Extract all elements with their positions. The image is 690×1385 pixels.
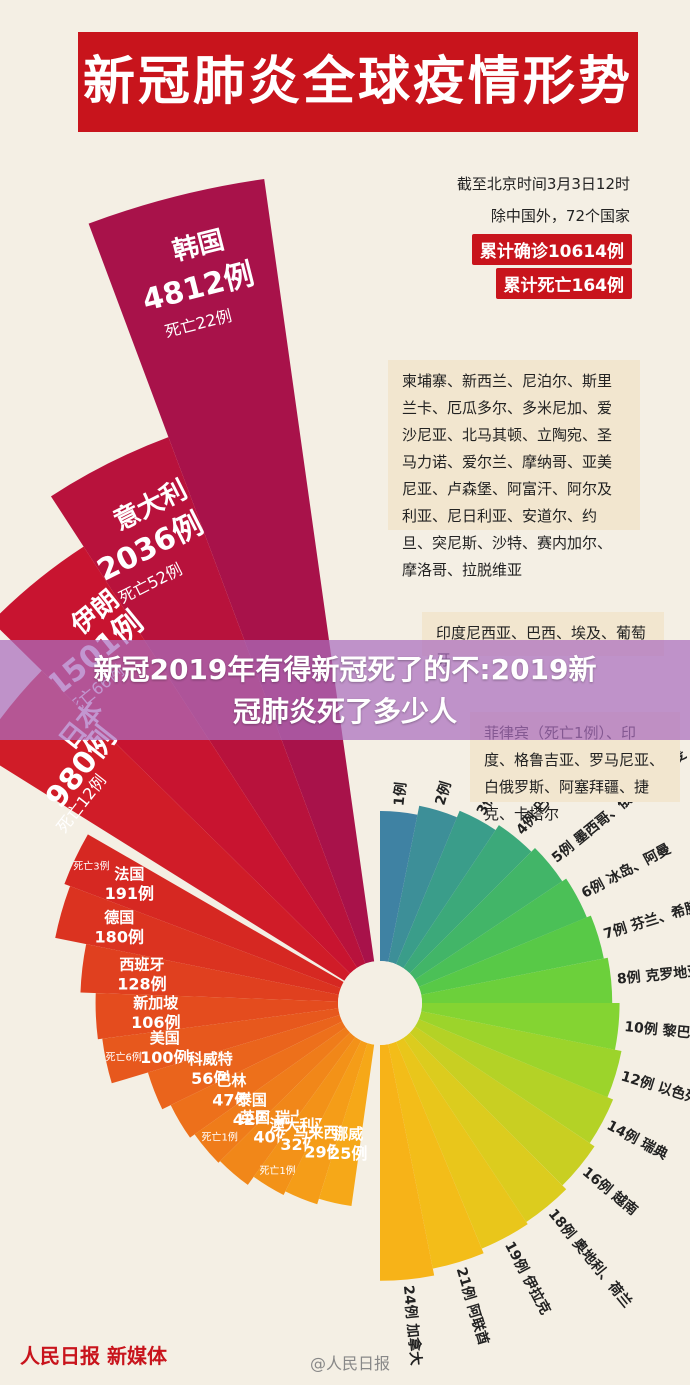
- right-bar-label-0: 24例 加拿大: [400, 1285, 425, 1367]
- left-bar-country-1: 德国: [104, 909, 134, 927]
- watermark: @人民日报: [310, 1354, 391, 1373]
- page-title: 新冠肺炎全球疫情形势: [78, 32, 638, 132]
- right-bar-12: [403, 825, 532, 974]
- left-bar-1: [55, 886, 341, 995]
- big-fan: 韩国4812例死亡22例意大利2036例死亡52例伊朗1501例死亡66例日本9…: [0, 179, 375, 981]
- right-bar-0: [380, 1044, 435, 1281]
- left-bar-value-0: 191例: [105, 884, 154, 903]
- right-bar-label-1: 21例 阿联酋: [453, 1265, 493, 1347]
- right-bar-label-15: 1例: [390, 781, 409, 806]
- left-bar-deaths-0: 死亡3例: [73, 859, 109, 872]
- left-bar-value-1: 180例: [95, 928, 144, 947]
- left-bar-2: [80, 944, 339, 1002]
- right-bar-4: [409, 1026, 595, 1186]
- right-bar-label-7: 10例 黎巴嫩: [624, 1018, 690, 1043]
- left-bar-country-9: 澳大利亚: [269, 1116, 329, 1134]
- left-bar-11: [318, 1043, 375, 1207]
- left-bar-country-2: 西班牙: [119, 956, 164, 974]
- left-bar-5: [147, 1015, 343, 1110]
- left-bar-deaths-7: 死亡1例: [202, 1130, 238, 1143]
- left-bar-country-5: 科威特: [188, 1050, 233, 1068]
- right-bar-label-9: 7例 芬兰、希腊: [602, 898, 690, 943]
- right-bar-9: [418, 915, 604, 995]
- headline-banner: 新冠2019年有得新冠死了的不:2019新 冠肺炎死了多少人: [0, 640, 690, 740]
- left-bar-6: [170, 1021, 346, 1138]
- left-bar-10: [285, 1040, 368, 1205]
- left-bar-country-7: 泰国: [236, 1091, 267, 1109]
- right-bar-5: [414, 1019, 614, 1144]
- right-bar-2: [396, 1037, 528, 1249]
- left-bar-0: [64, 834, 344, 989]
- right-bar-label-3: 18例 奥地利、荷兰: [545, 1205, 636, 1310]
- left-bar-value-4: 100例: [140, 1048, 189, 1067]
- left-bar-country-4: 美国: [150, 1029, 180, 1047]
- right-bar-label-14: 2例: [432, 779, 455, 807]
- left-bar-deaths-4: 死亡6例: [106, 1050, 142, 1063]
- left-bar-value-2: 128例: [117, 975, 166, 994]
- left-bar-8: [220, 1032, 356, 1185]
- right-bar-6: [418, 1011, 622, 1098]
- right-bar-14: [388, 805, 457, 965]
- right-bar-13: [396, 810, 496, 969]
- one-case-note: 柬埔寨、新西兰、尼泊尔、斯里兰卡、厄瓜多尔、多米尼加、爱沙尼亚、北马其顿、立陶宛…: [388, 360, 640, 579]
- bar-3: [0, 670, 351, 981]
- left-bar-country-6: 巴林: [216, 1072, 247, 1090]
- right-bar-8: [421, 957, 613, 1003]
- banner-line-1: 新冠2019年有得新冠死了的不:2019新: [93, 653, 597, 686]
- right-bar-label-5: 14例 瑞典: [604, 1117, 671, 1163]
- left-bar-country-8: 英国 瑞士: [240, 1109, 305, 1127]
- left-bar-9: [253, 1036, 362, 1195]
- total-deaths-badge: 累计死亡164例: [495, 268, 632, 299]
- right-bar-1: [388, 1041, 484, 1269]
- left-bar-value-3: 106例: [131, 1013, 180, 1032]
- bar-0: [88, 179, 375, 964]
- left-bar-country-11: 挪威: [333, 1125, 363, 1143]
- left-bar-3: [95, 993, 339, 1040]
- left-bar-country-0: 法国: [114, 865, 144, 883]
- right-bar-10: [414, 878, 587, 987]
- right-bar-label-10: 6例 冰岛、阿曼: [579, 840, 674, 901]
- left-bar-7: [194, 1027, 351, 1163]
- right-bar-label-8: 8例 克罗地亚、比利时: [616, 957, 690, 988]
- left-bar-country-3: 新加坡: [133, 994, 178, 1012]
- total-confirmed-badge: 累计确诊10614例: [471, 234, 632, 265]
- right-bar-15: [380, 811, 418, 962]
- right-bar-11: [409, 848, 563, 980]
- banner-line-2: 冠肺炎死了多少人: [232, 695, 457, 728]
- left-bar-4: [102, 1008, 340, 1084]
- right-bar-3: [403, 1032, 567, 1222]
- countries-text: 除中国外，72个国家: [490, 207, 630, 225]
- right-bar-label-4: 16例 越南: [579, 1164, 641, 1219]
- center-hole: [338, 961, 422, 1045]
- right-bar-7: [421, 1003, 620, 1050]
- publisher-logo: 人民日报 新媒体: [20, 1344, 167, 1368]
- right-bar-label-6: 12例 以色列: [619, 1068, 690, 1108]
- left-bar-value-11: 25例: [329, 1144, 367, 1163]
- right-bar-label-2: 19例 伊拉克: [501, 1239, 554, 1318]
- as-of-text: 截至北京时间3月3日12时: [456, 175, 630, 193]
- left-bar-deaths-9: 死亡1例: [259, 1164, 295, 1177]
